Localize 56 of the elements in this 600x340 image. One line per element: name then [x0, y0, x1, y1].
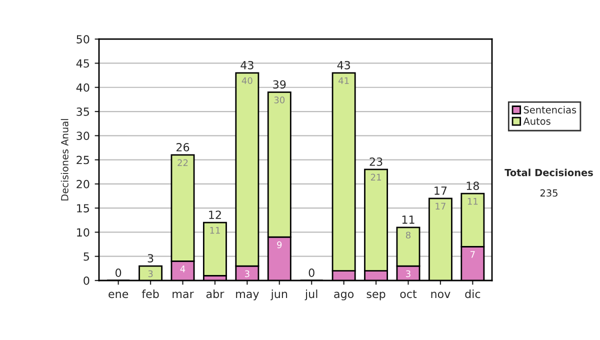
- data-label: 9: [277, 241, 282, 248]
- total-label: 18: [466, 182, 479, 190]
- x-tick-label: nov: [431, 292, 450, 298]
- data-label: 21: [370, 174, 381, 180]
- x-tick-label: jun: [270, 290, 288, 300]
- x-tick-label: oct: [400, 290, 417, 298]
- x-tick-label: dic: [465, 290, 480, 298]
- data-label: 11: [210, 227, 220, 234]
- y-tick-label: 20: [76, 180, 90, 188]
- y-tick-label: 15: [77, 204, 89, 212]
- data-label: 8: [406, 232, 410, 239]
- x-tick-label: ene: [108, 292, 128, 298]
- x-tick-label: may: [236, 292, 259, 300]
- total-label: 43: [337, 60, 350, 70]
- data-label: 7: [470, 251, 475, 258]
- data-label: 3: [148, 270, 153, 278]
- y-axis-title: Decisiones Anual: [60, 119, 68, 200]
- total-label: 0: [308, 268, 314, 277]
- y-tick-label: 40: [76, 83, 90, 92]
- data-label: 4: [180, 266, 186, 272]
- text: 235: [540, 189, 558, 197]
- x-tick-label: abr: [206, 290, 224, 298]
- x-tick-label: sep: [366, 292, 386, 300]
- total-label: 12: [209, 210, 221, 219]
- total-label: 3: [148, 254, 154, 262]
- x-tick-label: jul: [304, 290, 318, 300]
- y-tick-label: 45: [76, 59, 89, 68]
- data-label: 40: [242, 77, 252, 84]
- total-label: 39: [273, 80, 286, 89]
- y-tick-label: 0: [84, 276, 90, 285]
- legend-label: Sentencias: [524, 106, 576, 114]
- legend-label: Autos: [523, 118, 550, 125]
- data-label: 11: [468, 198, 478, 205]
- x-tick-label: ago: [334, 292, 354, 300]
- total-label: 0: [116, 268, 122, 277]
- data-label: 3: [406, 270, 410, 278]
- data-label: 22: [178, 159, 188, 166]
- y-tick-label: 50: [76, 35, 90, 44]
- total-label: 17: [434, 186, 447, 195]
- data-label: 30: [274, 96, 285, 104]
- data-label: 17: [436, 202, 446, 210]
- data-label: 3: [244, 270, 250, 278]
- y-tick-label: 25: [76, 156, 89, 164]
- y-tick-label: 10: [77, 228, 90, 237]
- y-tick-label: 5: [84, 252, 89, 261]
- total-label: 43: [240, 60, 254, 70]
- text: Total Decisiones: [504, 168, 593, 176]
- data-label: 41: [338, 77, 349, 84]
- y-tick-label: 30: [76, 132, 90, 140]
- total-label: 26: [176, 143, 190, 152]
- total-label: 11: [402, 216, 414, 224]
- bar: [203, 222, 227, 276]
- x-tick-label: mar: [172, 292, 194, 298]
- y-tick-label: 35: [76, 107, 89, 116]
- x-tick-label: feb: [142, 290, 159, 298]
- total-label: 23: [370, 158, 382, 166]
